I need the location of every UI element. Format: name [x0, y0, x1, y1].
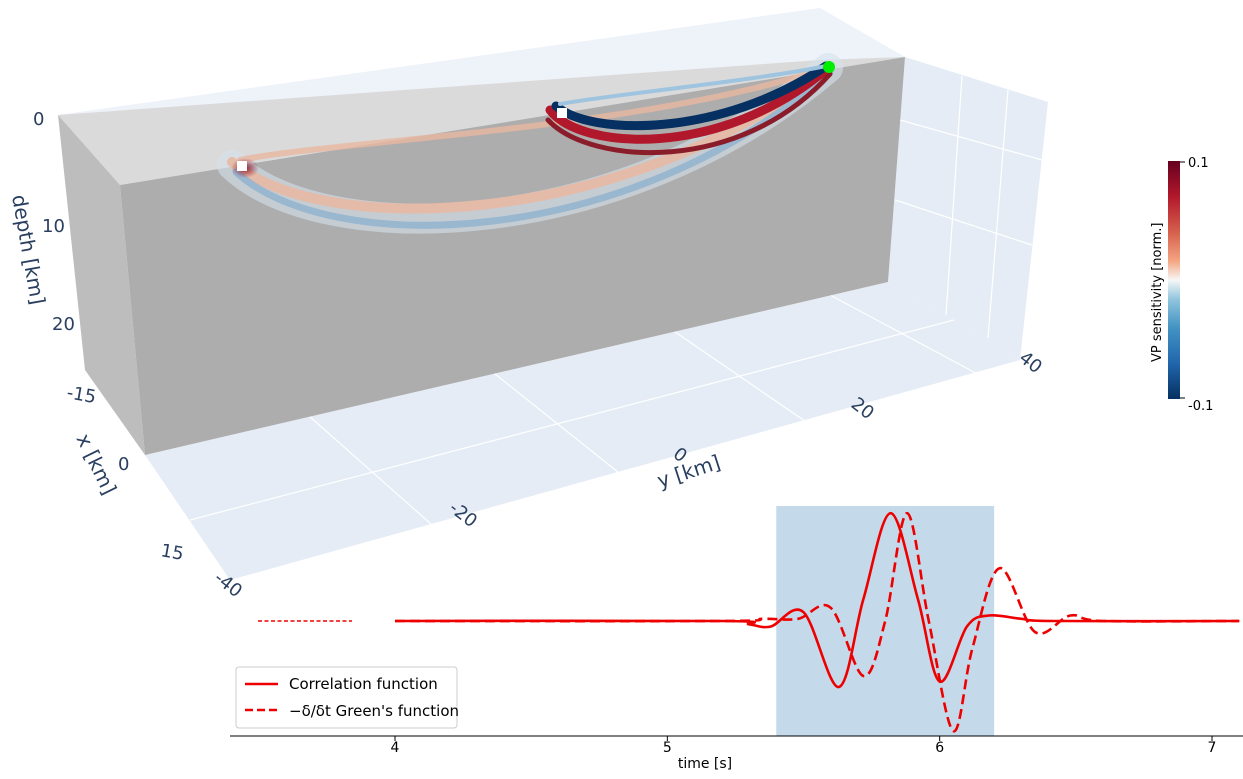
receiver-marker-1 — [237, 161, 247, 171]
receiver-marker-2 — [557, 108, 567, 118]
x-tick-2: 15 — [159, 540, 185, 565]
legend: Correlation function −δ/δt Green's funct… — [235, 666, 459, 729]
floor-panel — [145, 282, 1020, 580]
colorbar: 0.1 -0.1 VP sensitivity [norm.] — [1150, 156, 1213, 414]
legend-label-correlation: Correlation function — [289, 675, 438, 693]
floor-grid — [189, 294, 986, 533]
x-tick-1: 0 — [118, 454, 129, 475]
sensitivity-kernel — [217, 53, 843, 234]
back-wall-right — [888, 57, 1048, 360]
legend-box — [235, 666, 458, 729]
source-marker — [823, 61, 835, 73]
x-tick-label-3: 7 — [1208, 740, 1217, 756]
series-correlation-function — [394, 511, 1240, 689]
highlight-window — [776, 506, 995, 736]
series-greens-function — [394, 511, 1240, 733]
box-side-face — [58, 115, 145, 455]
x-axis-label: time [s] — [678, 756, 732, 772]
colorbar-scale — [1168, 161, 1180, 399]
x-tick-label-2: 6 — [935, 740, 944, 756]
x-axis-label: x [km] — [72, 430, 122, 499]
plot-2d: 4 5 6 7 time [s] Correlation function −δ/δt… — [230, 506, 1243, 772]
colorbar-tick-max: 0.1 — [1188, 156, 1209, 171]
x-tick-label-1: 5 — [663, 740, 672, 756]
x-tick-label-0: 4 — [391, 740, 400, 756]
colorbar-tick-min: -0.1 — [1188, 399, 1213, 414]
depth-tick-1: 10 — [42, 216, 65, 237]
x-tick-0: -15 — [65, 382, 98, 408]
depth-tick-0: 0 — [33, 109, 44, 130]
plot-3d: 0 10 20 depth [km] -15 0 15 x [km] -40 -… — [7, 8, 1048, 602]
depth-tick-2: 20 — [52, 314, 75, 335]
colorbar-label: VP sensitivity [norm.] — [1150, 223, 1165, 362]
depth-axis-label: depth [km] — [7, 193, 50, 307]
legend-label-greens: −δ/δt Green's function — [289, 702, 459, 720]
x-axis-ticks: 4 5 6 7 — [391, 736, 1217, 756]
wall-grid — [894, 75, 1043, 339]
